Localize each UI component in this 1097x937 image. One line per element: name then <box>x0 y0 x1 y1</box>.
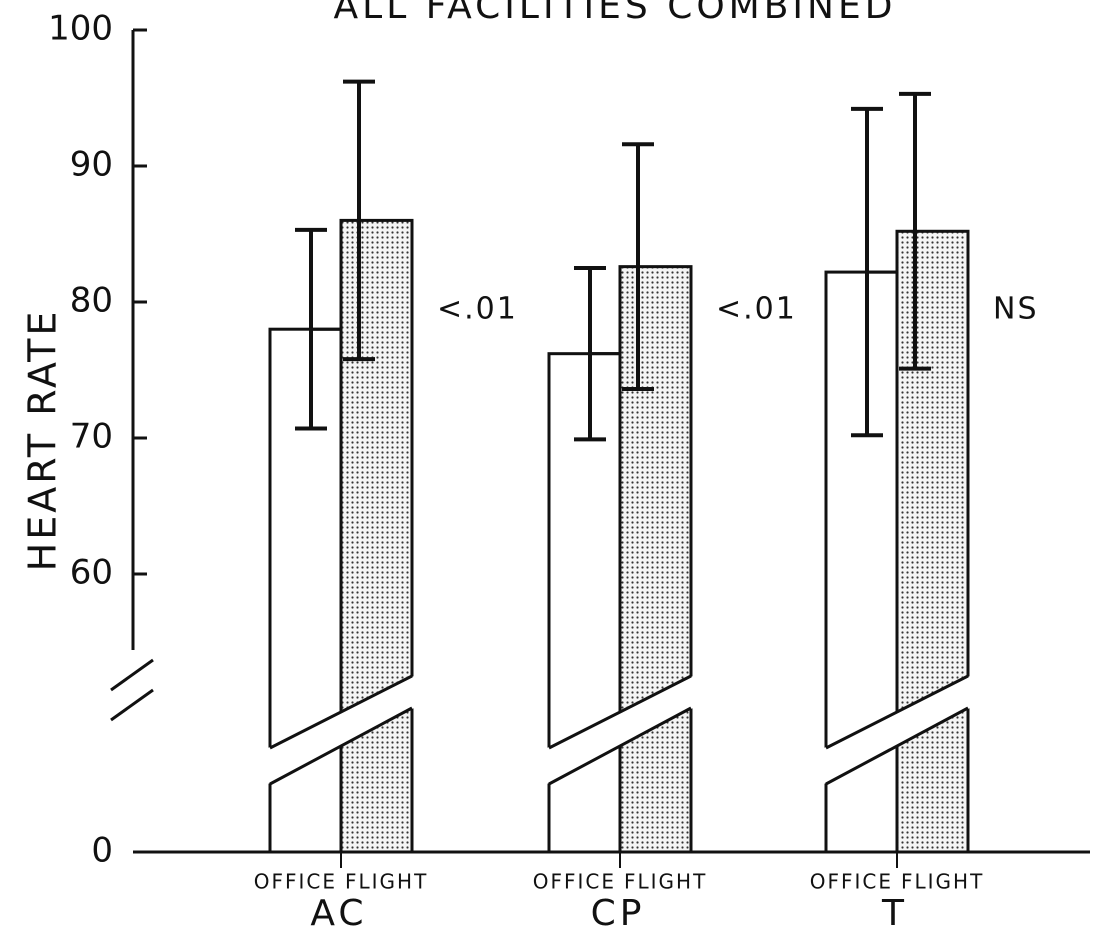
series-label: FLIGHT <box>624 870 707 894</box>
series-label: FLIGHT <box>901 870 984 894</box>
y-tick-label: 80 <box>70 281 113 321</box>
y-tick-label: 70 <box>70 417 113 457</box>
bar-break-edge <box>825 706 969 786</box>
x-tick-label: T <box>881 893 908 934</box>
annotation: NS <box>993 292 1038 327</box>
annotation: <.01 <box>716 292 797 327</box>
bar <box>618 265 693 854</box>
annotation: <.01 <box>437 292 518 327</box>
bar-break-edge <box>548 706 692 786</box>
bar-break-gap <box>824 676 970 784</box>
bar <box>895 229 970 854</box>
bar-break-edge <box>825 674 969 750</box>
x-tick-label: AC <box>310 893 367 934</box>
series-label: OFFICE <box>810 870 893 894</box>
axis-break <box>110 688 154 722</box>
bar-break-gap <box>268 676 414 784</box>
y-tick-label: 100 <box>48 9 113 49</box>
y-tick-label: 90 <box>70 145 113 185</box>
chart-title: ALL FACILITIES COMBINED <box>334 0 897 27</box>
y-axis-label: HEART RATE <box>21 309 65 572</box>
bar-break-edge <box>269 674 413 750</box>
bar-break-edge <box>269 706 413 786</box>
x-tick-label: CP <box>591 893 646 934</box>
y-tick-label: 0 <box>91 831 113 871</box>
series-label: FLIGHT <box>345 870 428 894</box>
bar <box>339 218 414 854</box>
bar-break-edge <box>548 674 692 750</box>
series-label: OFFICE <box>254 870 337 894</box>
y-tick-label: 60 <box>70 553 113 593</box>
axis-break <box>110 658 154 692</box>
bar-break-gap <box>547 676 693 784</box>
series-label: OFFICE <box>533 870 616 894</box>
